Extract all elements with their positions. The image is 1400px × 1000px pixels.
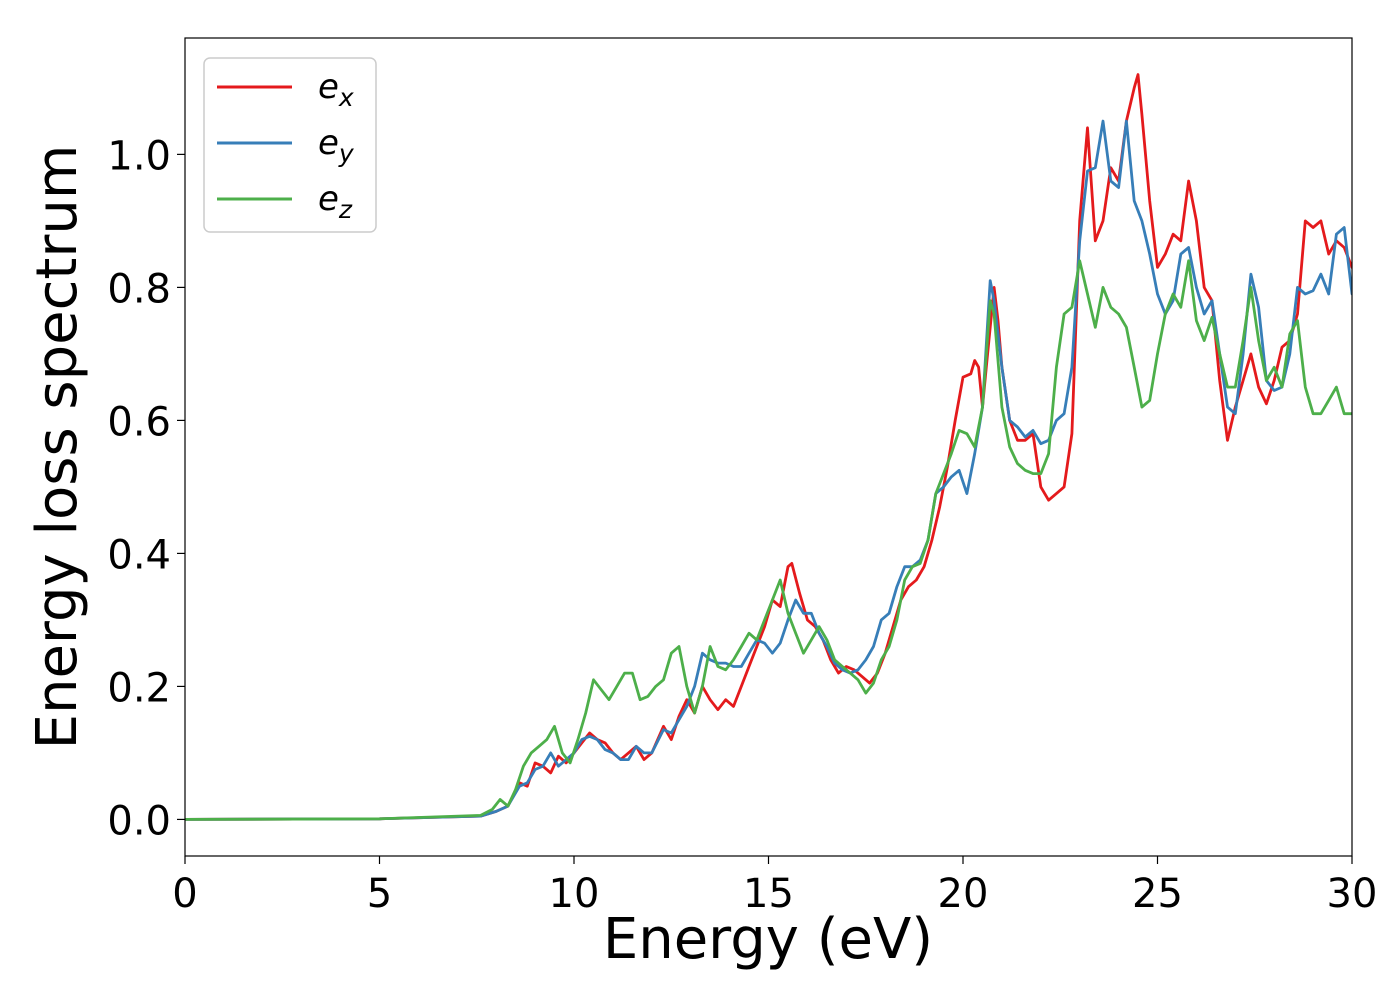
x-tick-label: 5 (367, 871, 392, 917)
plot-area (185, 38, 1352, 856)
legend-label-e_x: ex (318, 67, 354, 112)
y-axis-title: Energy loss spectrum (25, 145, 90, 750)
y-tick-label: 0.6 (107, 399, 171, 445)
legend: ex ey ez (203, 57, 377, 233)
x-tick-label: 10 (549, 871, 600, 917)
y-tick-label: 0.2 (107, 665, 171, 711)
y-tick-label: 1.0 (107, 133, 171, 179)
y-tick-label: 0.4 (107, 532, 171, 578)
legend-label-e_z: ez (318, 179, 353, 224)
x-tick-label: 25 (1132, 871, 1183, 917)
series-lines (185, 73, 1352, 821)
x-axis-ticks: 0 5 10 15 20 25 30 (172, 856, 1377, 917)
x-tick-label: 30 (1327, 871, 1378, 917)
series-line-e_z (185, 259, 1352, 821)
x-tick-label: 0 (172, 871, 197, 917)
legend-box (203, 57, 377, 233)
x-axis-title: Energy (eV) (603, 907, 933, 972)
y-tick-label: 0.0 (107, 798, 171, 844)
x-tick-label: 15 (743, 871, 794, 917)
y-tick-label: 0.8 (107, 266, 171, 312)
series-line-e_x (185, 73, 1352, 821)
y-axis-ticks: 0.0 0.2 0.4 0.6 0.8 1.0 (107, 133, 185, 844)
legend-label-e_y: ey (318, 123, 355, 168)
x-tick-label: 20 (938, 871, 989, 917)
